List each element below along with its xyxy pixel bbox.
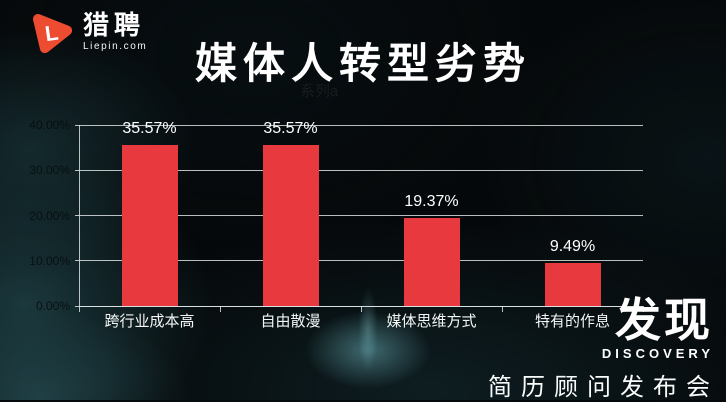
gridline	[75, 124, 643, 126]
y-axis-line	[79, 125, 80, 306]
gridline	[75, 215, 643, 216]
logo-brand-name: 猎聘	[83, 10, 146, 40]
x-axis-category-label: 媒体思维方式	[386, 313, 477, 330]
x-axis-category-label: 特有的作息	[534, 313, 610, 330]
x-axis-tick	[220, 306, 221, 312]
y-axis-tick-label: 0.00%	[35, 299, 70, 313]
footer-tagline: 简历顾问发布会	[488, 374, 719, 402]
bar-value-label: 35.57%	[122, 120, 177, 138]
footer-headline: 发现	[615, 294, 713, 346]
x-axis-tick	[643, 306, 644, 312]
liepin-logo-icon: L	[32, 13, 73, 54]
gridline	[75, 260, 643, 262]
y-axis-tick-label: 20.00%	[29, 208, 70, 223]
bar	[262, 145, 319, 306]
bar	[544, 263, 601, 306]
logo-domain: Liepin.com	[83, 41, 148, 52]
bar-value-label: 19.37%	[404, 193, 459, 211]
page-title: 媒体人转型劣势	[194, 40, 531, 88]
footer: 发现 DISCOVERY 简历顾问发布会	[488, 296, 710, 402]
y-axis-tick-label: 10.00%	[29, 253, 70, 268]
x-axis-tick	[79, 306, 80, 312]
bar	[403, 218, 460, 306]
logo-letter: L	[43, 21, 59, 47]
x-axis-category-label: 自由散漫	[260, 313, 321, 330]
chart-legend: 系列a	[299, 83, 339, 100]
y-axis-tick-label: 30.00%	[29, 163, 70, 178]
footer-subhead: DISCOVERY	[601, 346, 714, 362]
bar-value-label: 35.57%	[263, 120, 318, 138]
logo-text-block: 猎聘 Liepin.com	[83, 12, 147, 52]
x-axis-tick	[361, 306, 362, 312]
y-axis-tick-label: 40.00%	[29, 118, 70, 132]
x-axis-category-label: 跨行业成本高	[104, 313, 195, 330]
bar-value-label: 9.49%	[549, 238, 596, 256]
liepin-logo: L 猎聘 Liepin.com	[28, 9, 147, 55]
gridline	[75, 169, 643, 171]
x-axis-tick	[502, 306, 503, 312]
bar	[121, 145, 178, 306]
